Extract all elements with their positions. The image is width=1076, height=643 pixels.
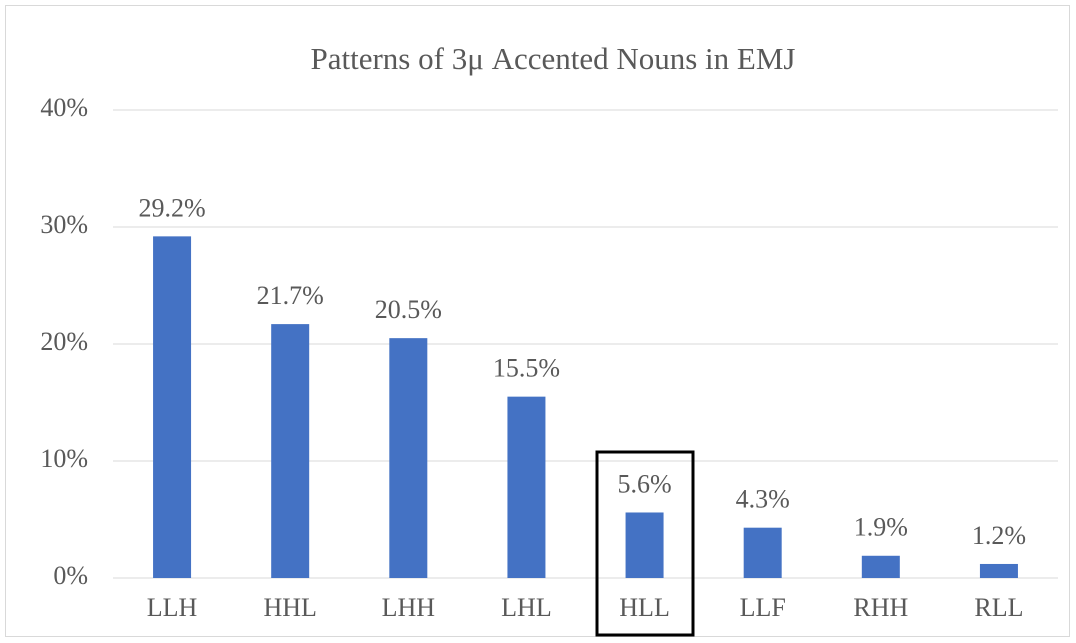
bar — [979, 563, 1018, 578]
x-tick-label: LHL — [501, 593, 552, 622]
data-label: 5.6% — [617, 469, 671, 498]
bar — [625, 512, 664, 578]
bar — [507, 396, 546, 578]
y-tick-label: 30% — [40, 210, 88, 239]
x-tick-label: RLL — [974, 593, 1023, 622]
x-tick-label: HLL — [619, 593, 670, 622]
highlight-box — [595, 450, 695, 637]
bar — [861, 555, 900, 578]
x-tick-label: LLF — [740, 593, 786, 622]
bar — [271, 324, 310, 578]
data-label: 29.2% — [138, 193, 205, 222]
plot: 0% 10% 20% 30% 40% LLH 29.2% HHL 21.7% LHH 20.5% LH… — [40, 93, 1058, 622]
bar — [389, 338, 428, 578]
data-label: 20.5% — [375, 295, 442, 324]
bar — [153, 236, 192, 579]
y-tick-label: 40% — [40, 93, 88, 122]
y-tick-label: 10% — [40, 444, 88, 473]
data-label: 1.9% — [854, 513, 908, 542]
x-tick-label: LHH — [382, 593, 436, 622]
bar — [743, 527, 782, 578]
data-label: 15.5% — [493, 354, 560, 383]
data-label: 4.3% — [736, 485, 790, 514]
data-label: 1.2% — [972, 521, 1026, 550]
y-tick-label: 20% — [40, 327, 88, 356]
x-tick-label: HHL — [263, 593, 316, 622]
x-tick-label: LLH — [147, 593, 198, 622]
data-label: 21.7% — [257, 281, 324, 310]
x-tick-label: RHH — [853, 593, 908, 622]
chart-title: Patterns of 3μ Accented Nouns in EMJ — [311, 41, 796, 76]
y-tick-label: 0% — [53, 561, 88, 590]
